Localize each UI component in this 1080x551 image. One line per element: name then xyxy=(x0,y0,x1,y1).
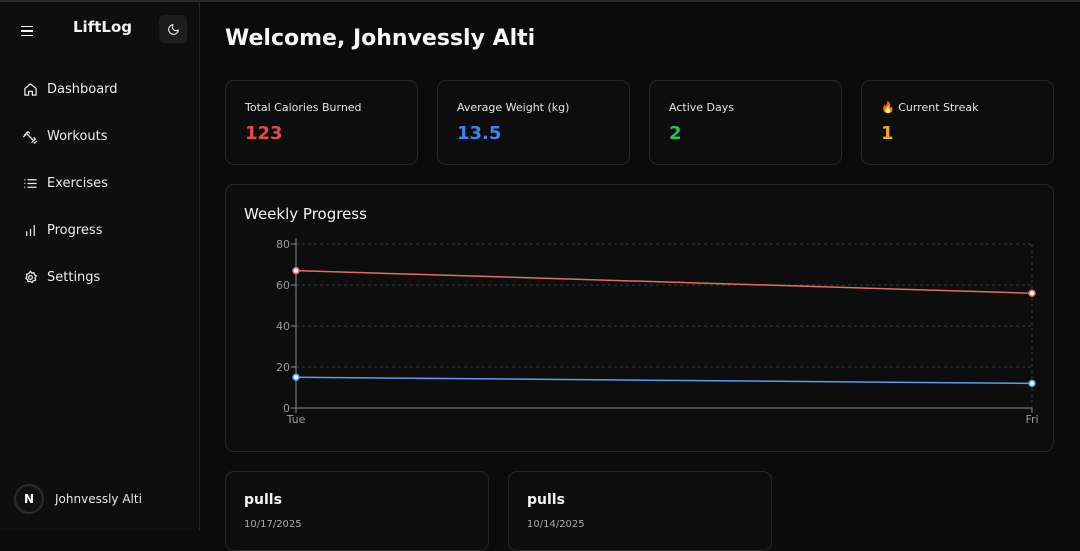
avatar: N xyxy=(14,484,44,514)
workout-name: pulls xyxy=(244,492,282,508)
sidebar-nav: Dashboard Workouts Exercises Progress Se… xyxy=(0,66,200,301)
data-point xyxy=(292,266,300,275)
stat-value: 2 xyxy=(669,123,682,144)
sidebar-item-label: Progress xyxy=(47,223,103,238)
data-point xyxy=(1028,379,1036,388)
theme-toggle-button[interactable] xyxy=(159,15,187,43)
dumbbell-icon xyxy=(22,129,38,145)
main-content: Welcome, Johnvessly Alti Total Calories … xyxy=(200,2,1080,551)
list-icon xyxy=(22,176,38,192)
page-title: Welcome, Johnvessly Alti xyxy=(225,26,536,51)
workout-card[interactable]: pulls 10/17/2025 xyxy=(225,471,489,551)
sidebar-item-label: Settings xyxy=(47,270,101,285)
data-point xyxy=(292,373,300,381)
sidebar-item-label: Dashboard xyxy=(47,82,118,97)
stat-value: 13.5 xyxy=(457,123,502,144)
workout-card[interactable]: pulls 10/14/2025 xyxy=(508,471,772,551)
sidebar: LiftLog Dashboard Workouts Exercises xyxy=(0,2,200,530)
x-tick-label: Tue xyxy=(286,413,306,426)
sidebar-item-label: Workouts xyxy=(47,129,108,144)
y-tick-label: 80 xyxy=(276,238,290,251)
series-line xyxy=(295,376,1033,385)
stat-card-calories: Total Calories Burned 123 xyxy=(225,80,418,165)
y-tick-label: 0 xyxy=(283,402,290,415)
sidebar-item-settings[interactable]: Settings xyxy=(0,254,200,301)
data-point xyxy=(1028,289,1036,297)
x-tick-label: Fri xyxy=(1025,413,1038,426)
sidebar-item-label: Exercises xyxy=(47,176,108,191)
workout-date: 10/14/2025 xyxy=(527,519,585,530)
moon-icon xyxy=(167,23,179,35)
stat-card-current-streak: 🔥 Current Streak 1 xyxy=(861,80,1054,165)
sidebar-item-dashboard[interactable]: Dashboard xyxy=(0,66,200,113)
gear-icon xyxy=(22,270,38,286)
menu-icon-bar xyxy=(21,34,33,37)
sidebar-item-progress[interactable]: Progress xyxy=(0,207,200,254)
stat-card-average-weight: Average Weight (kg) 13.5 xyxy=(437,80,630,165)
stat-value: 1 xyxy=(881,123,894,144)
stat-value: 123 xyxy=(245,123,283,144)
sidebar-item-workouts[interactable]: Workouts xyxy=(0,113,200,160)
series-line xyxy=(295,269,1033,294)
bar-chart-icon xyxy=(22,223,38,239)
y-tick-label: 40 xyxy=(276,320,290,333)
app-brand: LiftLog xyxy=(73,18,132,36)
stat-label: Active Days xyxy=(669,101,734,114)
menu-icon-bar xyxy=(21,30,33,32)
stat-label: 🔥 Current Streak xyxy=(881,101,979,114)
menu-icon-bar xyxy=(21,25,33,28)
menu-toggle-button[interactable] xyxy=(14,18,40,44)
stat-card-active-days: Active Days 2 xyxy=(649,80,842,165)
sidebar-item-exercises[interactable]: Exercises xyxy=(0,160,200,207)
y-tick-label: 60 xyxy=(276,279,290,292)
home-icon xyxy=(22,82,38,98)
y-tick-label: 20 xyxy=(276,361,290,374)
user-name: Johnvessly Alti xyxy=(55,492,142,506)
workout-name: pulls xyxy=(527,492,565,508)
user-profile[interactable]: N Johnvessly Alti xyxy=(14,484,142,514)
weekly-progress-chart: 0 20 40 60 80 Tue Fri xyxy=(276,238,1039,426)
weekly-progress-card: Weekly Progress 0 20 40 60 80 Tue Fri xyxy=(225,184,1054,452)
stat-label: Average Weight (kg) xyxy=(457,101,570,114)
chart-title: Weekly Progress xyxy=(244,205,367,223)
workout-date: 10/17/2025 xyxy=(244,519,302,530)
window-top-border xyxy=(0,0,1080,2)
stat-label: Total Calories Burned xyxy=(245,101,362,114)
